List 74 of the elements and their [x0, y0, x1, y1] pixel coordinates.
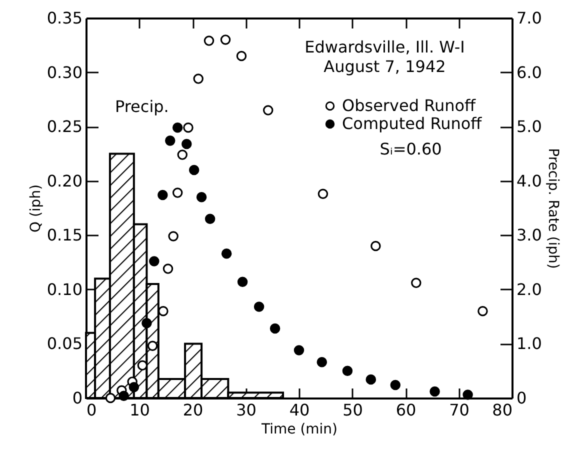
x-tick-label: 80: [492, 400, 512, 420]
x-tick-label: 20: [182, 400, 204, 420]
x-tick-label: 50: [342, 400, 363, 420]
point: [270, 323, 280, 334]
x-tick-label: 30: [236, 400, 256, 420]
point: [118, 390, 129, 401]
point: [196, 192, 207, 202]
point: [254, 302, 264, 312]
y-tick-label: 0.35: [46, 8, 82, 28]
annotation: August 7, 1942: [324, 56, 446, 76]
annotation: Precip.: [114, 97, 169, 116]
point: [165, 136, 176, 146]
y2-tick-label: 6.0: [516, 62, 542, 82]
point: [220, 34, 231, 45]
y2-tick-label: 1.0: [516, 334, 542, 354]
point: [204, 214, 216, 224]
point: [193, 74, 204, 84]
annotation: Edwardsville, Ill. W-I: [304, 37, 465, 56]
point: [162, 264, 174, 274]
x-tick-label: 0: [86, 400, 97, 420]
x-tick-label: 70: [449, 400, 470, 420]
point: [390, 380, 401, 390]
point: [147, 340, 158, 352]
point: [430, 386, 440, 397]
point: [262, 105, 274, 116]
y2-tick-label: 3.0: [516, 226, 542, 245]
point: [183, 122, 194, 133]
point: [128, 382, 140, 392]
point: [105, 392, 116, 404]
point: [168, 231, 178, 242]
x-axis-title: Time (min): [260, 422, 338, 438]
point: [318, 188, 328, 200]
point: [342, 366, 353, 376]
point: [177, 150, 188, 160]
point: [149, 256, 160, 266]
point: [236, 50, 247, 62]
y-tick-label: 0: [72, 388, 82, 408]
x-tick-label: 10: [130, 400, 150, 420]
annotation: Sᵢ=0.60: [380, 139, 442, 158]
point: [158, 190, 168, 200]
point: [478, 306, 488, 316]
y-tick-label: 0.05: [46, 334, 82, 354]
y2-axis-title: Precip. Rate (iph): [544, 148, 561, 269]
point: [294, 345, 304, 356]
y-tick-label: 0.20: [46, 171, 82, 190]
point: [204, 36, 214, 46]
x-tick-label: 40: [289, 400, 310, 420]
point: [462, 390, 473, 400]
point: [221, 248, 232, 259]
y2-tick-label: 4.0: [516, 171, 542, 190]
point: [370, 240, 381, 252]
point: [411, 278, 422, 288]
y2-tick-label: 0: [516, 388, 527, 408]
point: [172, 188, 183, 198]
y2-tick-label: 2.0: [516, 280, 542, 299]
y-axis-title: Q (iph): [28, 184, 44, 233]
y2-tick-label: 7.0: [516, 8, 542, 28]
legend-label: Computed Runoff: [342, 114, 483, 133]
point: [142, 318, 152, 328]
point: [182, 138, 192, 150]
point: [158, 306, 168, 316]
y-tick-label: 0.25: [46, 117, 82, 136]
point: [366, 374, 376, 385]
y-tick-label: 0.30: [46, 62, 82, 82]
y-tick-label: 0.15: [46, 226, 82, 245]
point: [172, 122, 183, 133]
legend-label: Observed Runoff: [342, 96, 477, 115]
point: [237, 276, 248, 287]
y2-tick-label: 5.0: [516, 117, 542, 136]
point: [316, 357, 328, 368]
y-tick-label: 0.10: [46, 280, 82, 299]
point: [188, 164, 200, 176]
x-tick-label: 60: [396, 400, 416, 420]
point: [137, 360, 148, 371]
